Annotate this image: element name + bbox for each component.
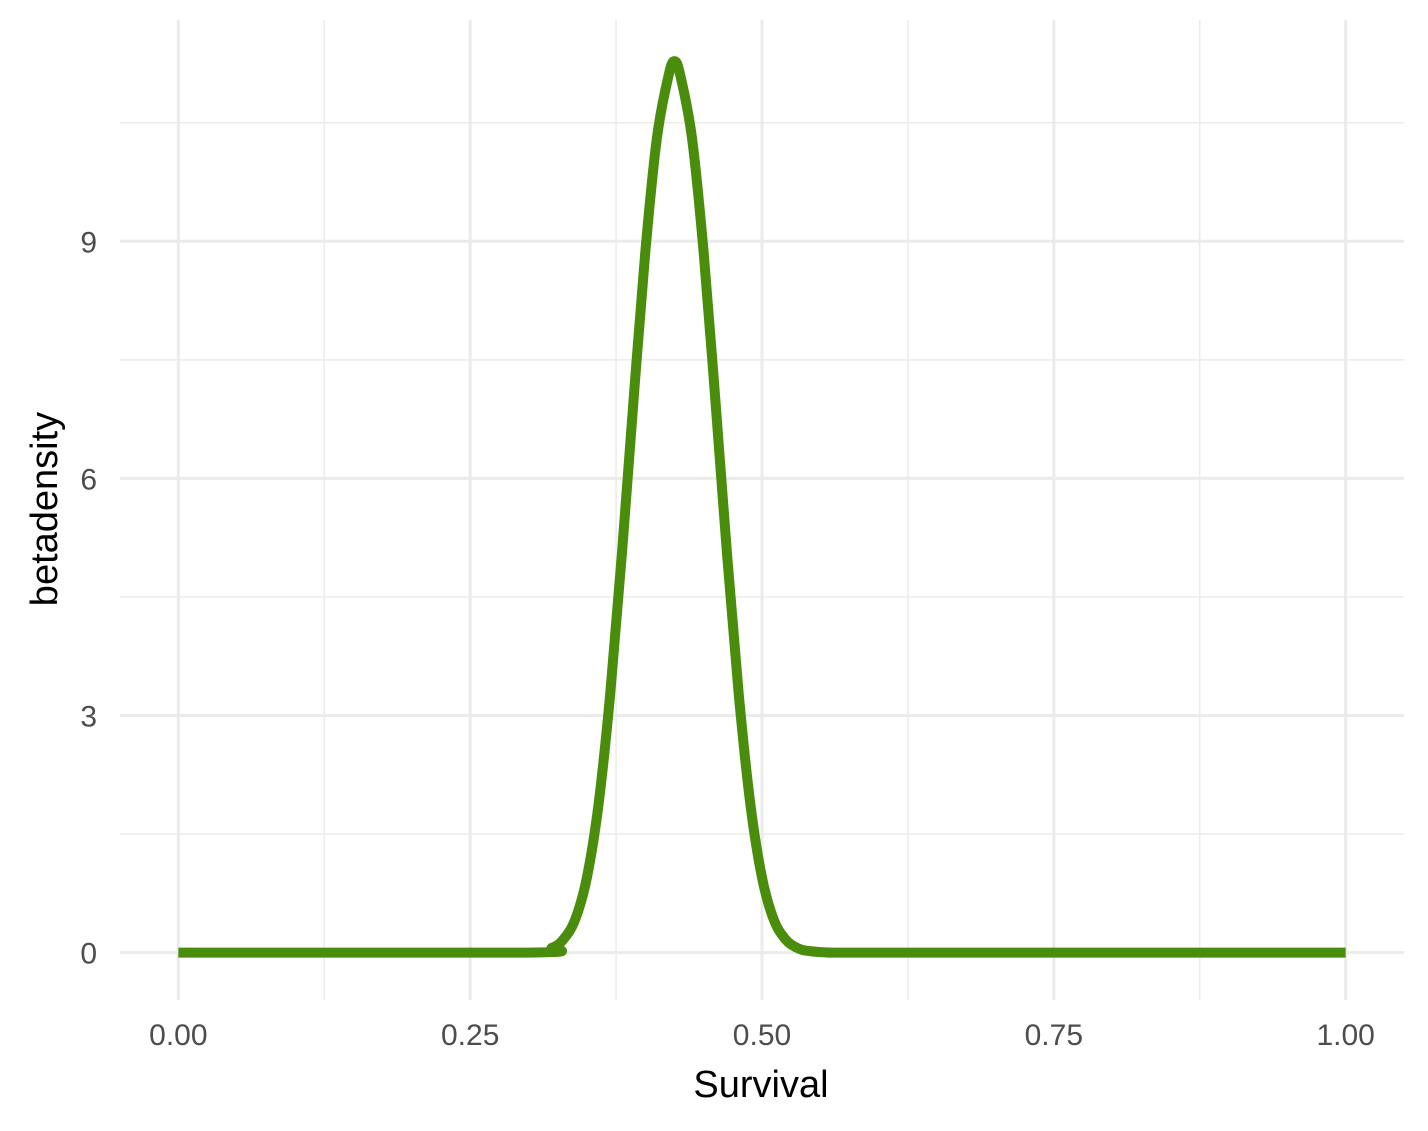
y-tick-label: 9 (80, 226, 97, 259)
x-tick-label: 0.50 (733, 1019, 791, 1052)
series-layer (178, 56, 1346, 958)
x-tick-labels: 0.00 0.25 0.50 0.75 1.00 (149, 1019, 1375, 1052)
density-line (178, 56, 1346, 958)
y-axis-title: betadensity (24, 412, 66, 606)
x-tick-label: 0.25 (441, 1019, 499, 1052)
x-tick-label: 0.00 (149, 1019, 207, 1052)
y-tick-label: 0 (80, 938, 97, 971)
y-tick-labels: 0 3 6 9 (80, 226, 97, 970)
x-axis-title: Survival (693, 1064, 828, 1106)
y-tick-label: 3 (80, 700, 97, 733)
y-tick-label: 6 (80, 463, 97, 496)
x-tick-label: 0.75 (1025, 1019, 1083, 1052)
x-tick-label: 1.00 (1316, 1019, 1374, 1052)
